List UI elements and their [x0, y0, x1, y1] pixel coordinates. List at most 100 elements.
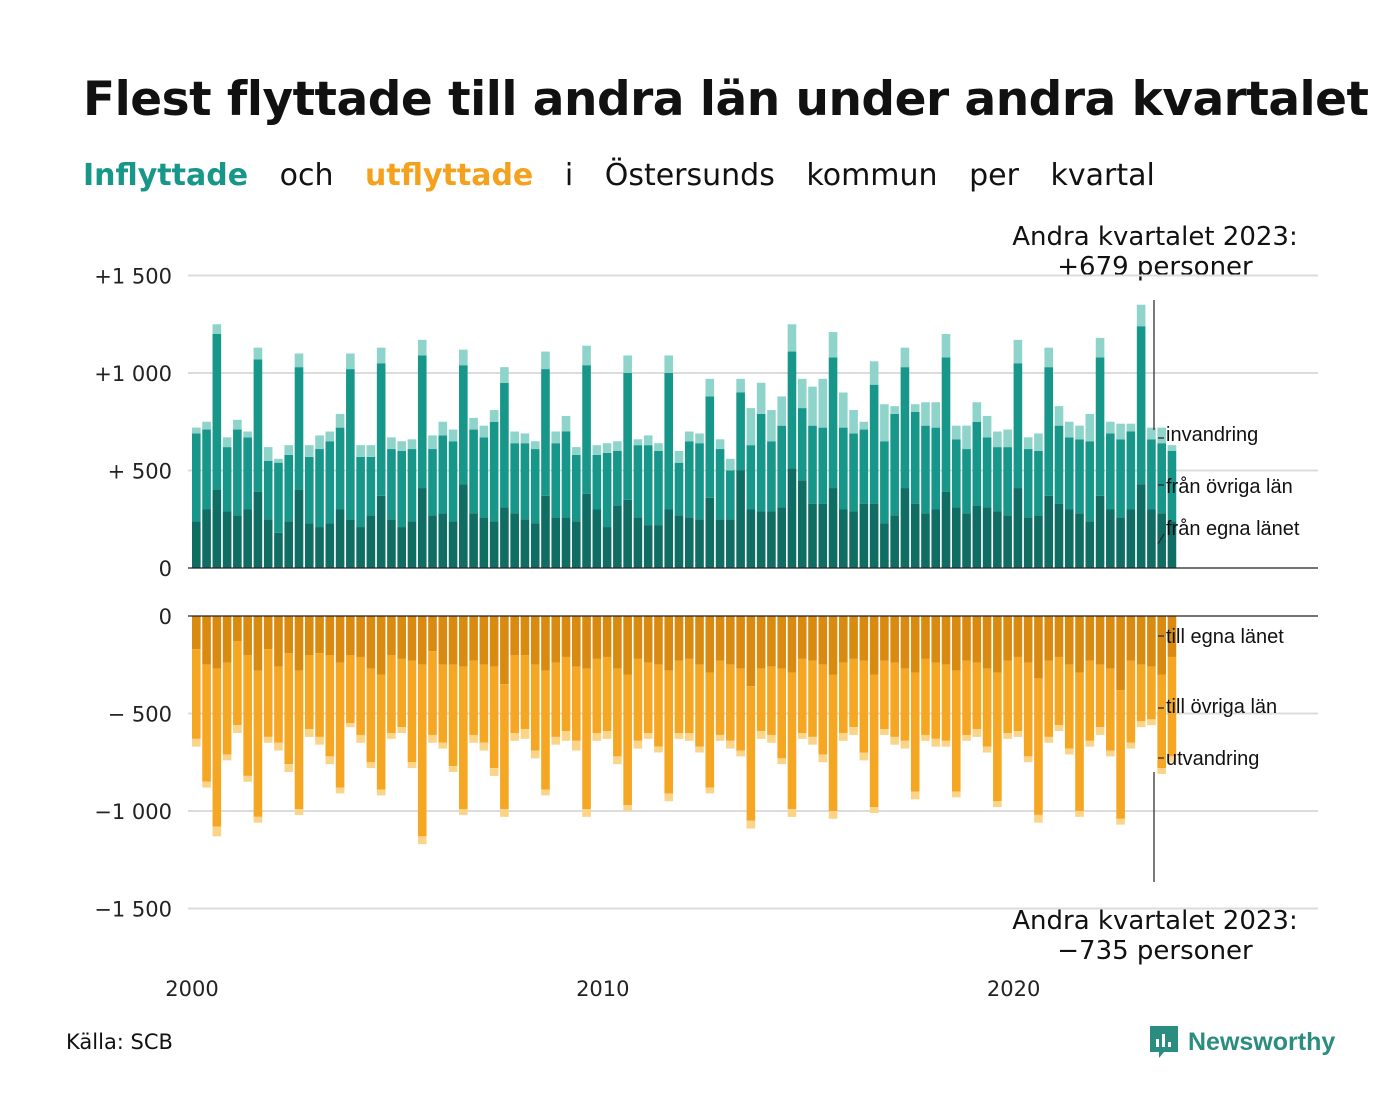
bar-out-emig	[787, 809, 797, 817]
bar-in-imm	[1044, 347, 1054, 368]
bar-out-emig	[263, 736, 273, 743]
bar-out-other	[510, 655, 519, 733]
bar-out-emig	[1167, 756, 1177, 763]
bar-out-emig	[479, 742, 489, 751]
bar-out-own	[222, 616, 232, 663]
bar-in-own	[479, 517, 489, 568]
bar-out-own	[828, 616, 838, 675]
bar-in-imm	[767, 410, 776, 442]
bar-in-own	[233, 515, 242, 568]
bar-out-own	[808, 616, 817, 661]
bar-out-other	[233, 641, 242, 726]
bar-in-other	[192, 433, 201, 522]
bar-in-other	[654, 451, 663, 526]
bar-out-own	[1126, 616, 1136, 661]
bar-out-other	[263, 649, 273, 737]
bar-in-imm	[910, 404, 920, 412]
bar-out-own	[510, 616, 519, 655]
bar-in-own	[951, 507, 961, 568]
bar-out-own	[654, 616, 663, 665]
bar-out-other	[1064, 664, 1074, 749]
bar-in-own	[417, 488, 427, 568]
bar-out-other	[797, 658, 807, 733]
bar-out-own	[1013, 616, 1023, 657]
bar-out-own	[797, 616, 807, 659]
bar-in-imm	[931, 402, 941, 428]
bar-out-own	[582, 616, 591, 669]
bar-out-other	[849, 658, 858, 728]
bar-in-imm	[438, 421, 448, 436]
bar-in-other	[787, 351, 797, 469]
bar-out-own	[356, 616, 365, 657]
bar-in-own	[212, 490, 222, 568]
bar-out-own	[571, 616, 581, 667]
bar-out-own	[202, 616, 211, 665]
bar-in-own	[192, 521, 201, 568]
bar-out-emig	[900, 740, 910, 749]
bar-out-emig	[356, 734, 365, 743]
bar-out-emig	[212, 826, 222, 837]
bar-in-imm	[541, 351, 550, 370]
series-label-tick	[1157, 533, 1165, 545]
bar-out-own	[592, 616, 602, 659]
bar-out-own	[1044, 616, 1054, 661]
bar-in-own	[592, 509, 602, 568]
bar-out-own	[962, 616, 971, 661]
bar-in-own	[304, 523, 314, 568]
bar-out-own	[972, 616, 982, 663]
bar-out-emig	[910, 791, 920, 800]
bar-out-emig	[859, 752, 869, 761]
bar-in-other	[438, 435, 448, 514]
bar-out-emig	[818, 754, 828, 763]
bars-layer	[192, 304, 1177, 845]
bar-out-emig	[777, 758, 786, 765]
bar-in-own	[715, 519, 725, 568]
bar-out-emig	[561, 731, 571, 741]
bar-in-own	[387, 519, 396, 568]
bar-in-imm	[808, 386, 817, 426]
bar-out-own	[910, 616, 920, 673]
bar-out-emig	[849, 727, 858, 735]
bar-out-other	[284, 653, 294, 765]
bar-out-own	[376, 616, 386, 675]
bar-in-imm	[623, 355, 632, 373]
bar-out-own	[1085, 616, 1095, 661]
bar-out-other	[921, 658, 930, 735]
bar-out-other	[1034, 678, 1043, 815]
y-tick-label-bottom: 0	[159, 605, 172, 629]
bar-in-imm	[1064, 421, 1074, 438]
bar-in-own	[500, 507, 509, 568]
bar-out-emig	[489, 768, 499, 776]
bar-in-own	[438, 513, 448, 568]
bar-out-own	[993, 616, 1002, 673]
bar-in-own	[705, 497, 715, 568]
bar-out-emig	[294, 809, 304, 815]
bar-in-own	[1003, 515, 1012, 568]
bar-in-own	[366, 515, 376, 568]
bar-in-own	[931, 509, 941, 568]
bar-in-imm	[530, 441, 540, 450]
bar-out-other	[715, 660, 725, 735]
bar-out-own	[756, 616, 766, 669]
bar-out-other	[726, 664, 735, 741]
bar-in-other	[428, 449, 437, 516]
bar-in-imm	[571, 447, 581, 455]
bar-out-own	[448, 616, 458, 665]
bar-in-other	[202, 429, 211, 510]
bar-out-other	[931, 662, 941, 739]
bar-in-own	[315, 527, 324, 568]
bar-out-emig	[613, 756, 622, 765]
bar-in-other	[1095, 357, 1105, 496]
bar-in-imm	[192, 427, 201, 434]
bar-in-imm	[1023, 437, 1033, 450]
bar-in-own	[726, 519, 735, 568]
bar-out-other	[654, 664, 663, 747]
bar-in-imm	[459, 349, 468, 366]
bar-in-imm	[479, 425, 489, 438]
bar-out-own	[1095, 616, 1105, 665]
y-tick-label-bottom: −1 000	[94, 800, 172, 824]
bar-out-other	[325, 655, 335, 757]
bar-in-imm	[469, 417, 478, 430]
bar-out-emig	[304, 729, 314, 737]
bar-out-other	[551, 662, 561, 737]
